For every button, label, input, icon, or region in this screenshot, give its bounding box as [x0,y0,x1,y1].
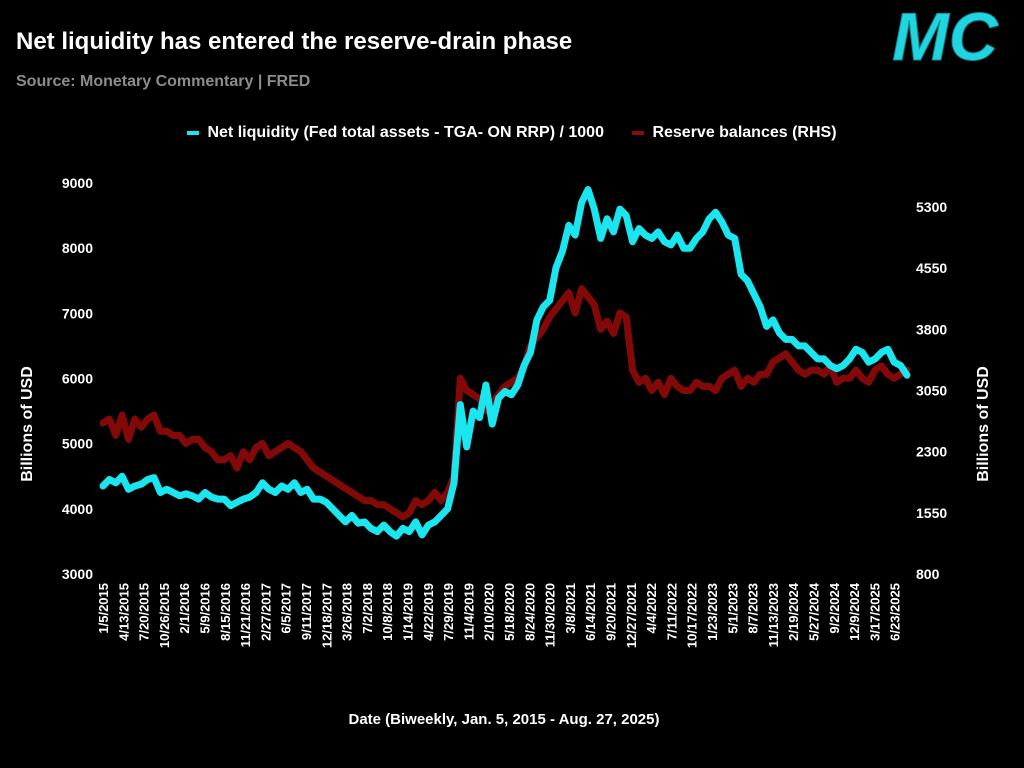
y-tick-label: 8000 [62,240,93,256]
x-tick-label: 11/13/2023 [766,583,781,647]
y-axis-title: Billions of USD [19,366,36,482]
x-tick-label: 5/1/2023 [725,583,740,634]
x-tick-label: 3/26/2018 [340,583,355,641]
x-axis-title: Date (Biweekly, Jan. 5, 2015 - Aug. 27, … [349,711,660,728]
x-tick-label: 5/18/2020 [502,583,517,641]
x-tick-label: 8/15/2016 [218,583,233,641]
x-tick-label: 6/5/2017 [279,583,294,634]
y-tick-label: 4000 [62,501,93,517]
source-subtitle: Source: Monetary Commentary | FRED [16,73,311,90]
y-tick-label: 6000 [62,371,93,387]
x-tick-label: 4/13/2015 [116,583,131,641]
y2-tick-label: 3050 [916,383,947,399]
y-tick-label: 7000 [62,305,93,321]
x-tick-label: 12/9/2024 [847,582,862,641]
legend-label-net-liquidity: Net liquidity (Fed total assets - TGA- O… [207,124,604,141]
x-tick-label: 3/8/2021 [563,583,578,634]
chart-legend: Net liquidity (Fed total assets - TGA- O… [0,122,1024,142]
x-tick-label: 5/27/2024 [807,582,822,641]
x-tick-label: 12/18/2017 [319,583,334,648]
y2-tick-label: 1550 [916,505,947,521]
x-tick-label: 10/26/2015 [157,583,172,648]
x-tick-label: 6/23/2025 [888,583,903,641]
x-tick-label: 10/8/2018 [380,583,395,641]
y2-tick-label: 800 [916,566,940,582]
y2-axis-title: Billions of USD [975,366,992,482]
x-tick-label: 1/23/2023 [705,583,720,641]
x-tick-label: 8/24/2020 [522,583,537,641]
axis-layer: 3000 4000 5000 6000 7000 8000 9000 800 1550 2300 3… [19,175,992,728]
x-tick-label: 11/30/2020 [543,583,558,647]
y2-tick-label: 5300 [916,199,947,215]
x-tick-label: 9/11/2017 [299,583,314,640]
x-tick-label: 2/27/2017 [258,583,273,641]
x-tick-label: 7/2/2018 [360,583,375,634]
x-tick-label: 7/29/2019 [441,583,456,641]
x-tick-label: 2/19/2024 [786,582,801,641]
x-tick-label: 7/20/2015 [137,583,152,641]
x-tick-label: 4/22/2019 [421,583,436,641]
series-line-net-liquidity [99,186,911,540]
y2-tick-label: 3800 [916,321,947,337]
x-tick-label: 9/20/2021 [604,583,619,641]
y2-tick-label: 4550 [916,260,947,276]
mc-logo: MC [892,0,1000,70]
legend-swatch-reserves [632,131,645,135]
legend-label-reserves: Reserve balances (RHS) [652,124,837,141]
x-tick-label: 1/14/2019 [401,583,416,641]
x-tick-label: 7/11/2022 [664,583,679,640]
x-tick-label: 3/17/2025 [867,583,882,641]
x-tick-label: 4/4/2022 [644,583,659,634]
legend-item-net-liquidity: Net liquidity (Fed total assets - TGA- O… [187,124,604,142]
x-tick-label: 5/9/2016 [198,583,213,634]
x-tick-label: 9/2/2024 [827,582,842,633]
x-tick-label: 6/14/2021 [583,583,598,641]
x-tick-label: 8/7/2023 [746,583,761,634]
logo-text: MC [892,0,999,70]
x-tick-label: 2/10/2020 [482,583,497,641]
y-tick-label: 3000 [62,566,93,582]
x-tick-label: 12/27/2021 [624,583,639,648]
x-tick-label: 11/21/2016 [238,583,253,647]
x-tick-label: 11/4/2019 [461,583,476,640]
y2-tick-label: 2300 [916,444,947,460]
y-tick-label: 5000 [62,436,93,452]
y-tick-label: 9000 [62,175,93,191]
page-title: Net liquidity has entered the reserve-dr… [16,28,573,55]
x-tick-label: 2/1/2016 [177,583,192,634]
x-tick-label: 10/17/2022 [685,583,700,648]
legend-swatch-net-liquidity [187,131,200,135]
legend-item-reserves: Reserve balances (RHS) [632,124,837,142]
x-tick-label: 1/5/2015 [96,583,111,634]
series-layer [99,186,911,540]
series-line-reserves [99,285,911,521]
